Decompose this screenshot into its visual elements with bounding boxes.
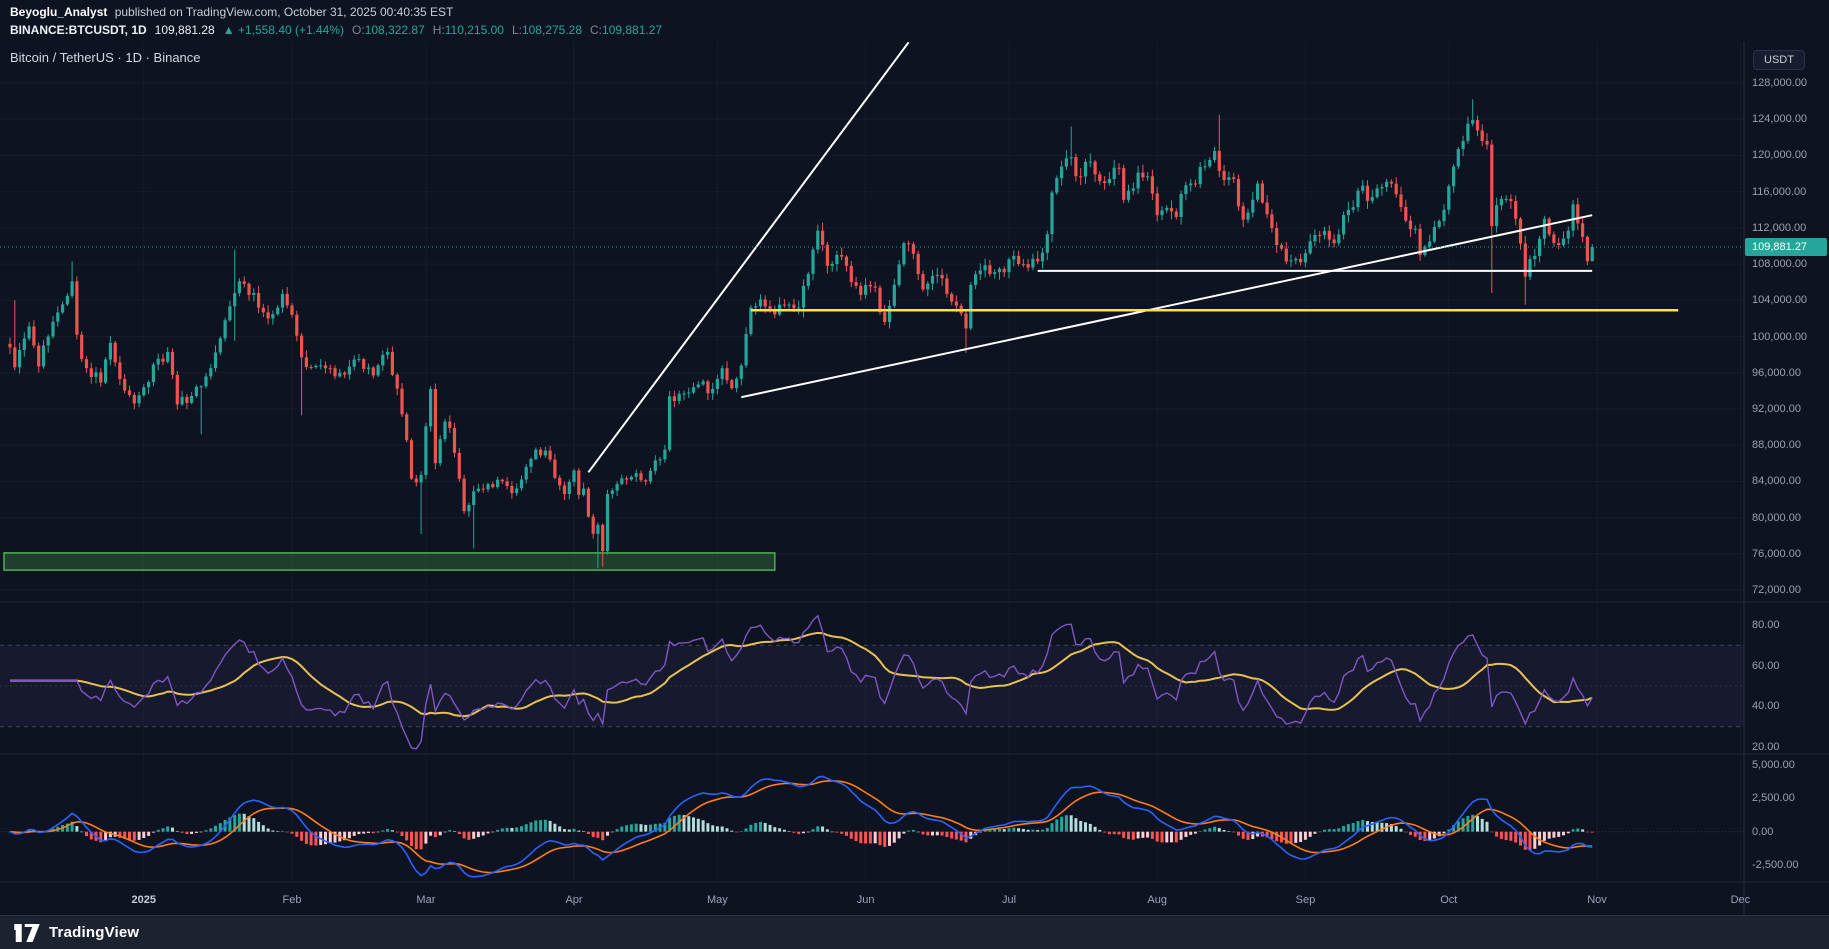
author-name[interactable]: Beyoglu_Analyst	[10, 5, 108, 19]
axis-tick-label: 40.00	[1752, 700, 1780, 713]
close-value: C:109,881.27	[590, 23, 663, 37]
macd-histogram	[8, 813, 1594, 850]
x-axis-label: Sep	[1296, 894, 1316, 906]
candle-wicks-up	[19, 99, 1593, 569]
tradingview-brand[interactable]: TradingView	[14, 923, 140, 942]
axis-tick-label: 80,000.00	[1752, 511, 1801, 524]
x-axis-label: Jul	[1002, 894, 1016, 906]
x-axis-label: Mar	[416, 894, 435, 906]
symbol-legend[interactable]: Bitcoin / TetherUS · 1D · Binance	[10, 50, 201, 65]
x-axis-label: Feb	[283, 894, 302, 906]
axis-tick-label: 76,000.00	[1752, 547, 1801, 560]
last-price: 109,881.28	[154, 23, 215, 37]
price-change: ▲ +1,558.40 (+1.44%)	[222, 23, 345, 37]
trendline-steep[interactable]	[587, 42, 910, 473]
axis-tick-label: 2,500.00	[1752, 792, 1795, 805]
candlestick-chart[interactable]: 2025 Feb Mar Apr May Jun Jul Aug Sep Oct Nov Dec	[0, 42, 1829, 915]
axis-tick-label: 5,000.00	[1752, 759, 1795, 771]
low-value: L:108,275.28	[511, 23, 583, 37]
axis-tick-label: 88,000.00	[1752, 439, 1801, 452]
tradingview-brand-text: TradingView	[49, 924, 140, 941]
publish-header: Beyoglu_Analyst published on TradingView…	[0, 0, 1829, 42]
high-value: H:110,215.00	[432, 23, 504, 37]
trendline-shallow[interactable]	[741, 214, 1593, 399]
axis-tick-label: 60.00	[1752, 659, 1780, 672]
publish-info: published on TradingView.com, October 31…	[114, 5, 454, 19]
open-value: O:108,322.87	[352, 23, 425, 37]
axis-tick-label: 0.00	[1752, 825, 1774, 838]
axis-tick-label: 100,000.00	[1752, 330, 1808, 343]
axis-tick-label: 124,000.00	[1752, 113, 1808, 126]
axis-tick-label: 72,000.00	[1752, 584, 1801, 596]
macd-line[interactable]	[9, 775, 1593, 878]
x-axis-label: Jun	[857, 894, 875, 906]
x-axis-label: Dec	[1731, 894, 1751, 906]
candle-wicks-down	[9, 114, 1588, 567]
axis-tick-label: 20.00	[1752, 741, 1780, 753]
axis-tick-label: 84,000.00	[1752, 475, 1801, 488]
axis-tick-label: -2,500.00	[1752, 859, 1799, 871]
axis-tick-label: 104,000.00	[1752, 294, 1808, 307]
rsi-line[interactable]	[10, 614, 1593, 750]
axis-tick-label: 116,000.00	[1752, 185, 1807, 198]
chart-canvas[interactable]: 2025 Feb Mar Apr May Jun Jul Aug Sep Oct Nov Dec	[0, 42, 1829, 915]
axis-tick-label: 120,000.00	[1752, 149, 1808, 162]
x-axis-label: Nov	[1587, 894, 1607, 906]
tradingview-footer: TradingView	[0, 915, 1829, 949]
support-zone[interactable]	[3, 552, 776, 571]
axis-tick-label: 112,000.00	[1752, 221, 1807, 234]
macd-signal-line[interactable]	[9, 779, 1593, 874]
x-axis-label: Apr	[565, 894, 582, 906]
currency-badge[interactable]: USDT	[1753, 50, 1805, 70]
symbol-title[interactable]: BINANCE:BTCUSDT, 1D	[10, 23, 147, 37]
axis-tick-label: 128,000.00	[1752, 77, 1808, 89]
symbol-info-line: BINANCE:BTCUSDT, 1D 109,881.28 ▲ +1,558.…	[10, 21, 1819, 39]
tradingview-logo-icon	[14, 923, 40, 942]
x-axis-label: 2025	[132, 894, 156, 906]
axis-tick-label: 80.00	[1752, 619, 1780, 631]
last-price-label: 109,881.27	[1745, 238, 1827, 257]
x-axis-label: Oct	[1440, 894, 1457, 906]
axis-tick-label: 92,000.00	[1752, 402, 1801, 415]
x-axis-label: Aug	[1147, 894, 1167, 906]
axis-tick-label: 108,000.00	[1752, 258, 1808, 271]
x-axis-label: May	[707, 894, 728, 906]
candle-bodies	[8, 120, 1594, 552]
publish-line: Beyoglu_Analyst published on TradingView…	[10, 4, 1819, 21]
chart-area[interactable]: 2025 Feb Mar Apr May Jun Jul Aug Sep Oct Nov Dec Bi…	[0, 42, 1829, 915]
axis-tick-label: 96,000.00	[1752, 366, 1801, 379]
price-axis[interactable]: 128,000.00 124,000.00 120,000.00 116,000.00…	[1744, 42, 1829, 915]
